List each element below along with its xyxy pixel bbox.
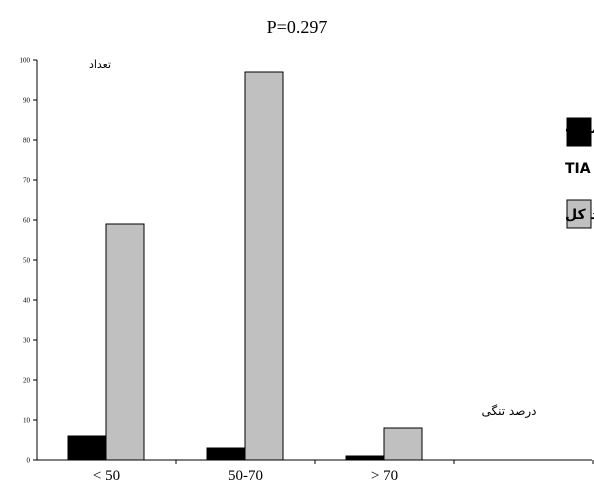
bar-series-0-0 xyxy=(67,435,107,461)
x-ticks: < 50 50-70 > 70 xyxy=(93,460,594,484)
x-tick-label: 50-70 xyxy=(228,468,263,484)
bar-series-0-1 xyxy=(206,447,246,461)
bar-series-1-0 xyxy=(105,223,145,461)
y-tick-label: 60 xyxy=(23,217,31,225)
y-tick-label: 100 xyxy=(20,57,31,65)
bar-series-1-2 xyxy=(383,427,423,461)
y-tick-label: 70 xyxy=(23,177,31,185)
legend-label-positive-line1: بیماران با سابقه مثبت xyxy=(565,121,594,137)
y-tick-label: 10 xyxy=(23,417,31,425)
y-tick-label: 80 xyxy=(23,137,31,145)
bar-series-0-2 xyxy=(345,455,385,461)
legend-label-positive-line2: CVA یا TIA xyxy=(565,161,594,177)
x-tick-label: < 50 xyxy=(93,468,120,484)
y-ticks: 0 10 20 30 40 50 60 70 80 90 100 xyxy=(20,57,37,465)
legend-swatch-total xyxy=(566,199,592,229)
y-tick-label: 0 xyxy=(27,457,31,465)
y-tick-label: 30 xyxy=(23,337,31,345)
y-axis-label: تعداد xyxy=(89,58,111,71)
y-tick-label: 20 xyxy=(23,377,31,385)
bar-series-1-1 xyxy=(244,71,284,461)
y-tick-label: 50 xyxy=(23,257,31,265)
bars xyxy=(67,71,423,461)
legend-label-total: تعداد کل xyxy=(565,207,594,223)
x-axis-label: درصد تنگی xyxy=(481,404,536,419)
legend: بیماران با سابقه مثبت CVA یا TIA تعداد ک… xyxy=(565,117,594,229)
legend-swatch-positive xyxy=(566,117,592,147)
y-tick-label: 40 xyxy=(23,297,31,305)
y-tick-label: 90 xyxy=(23,97,31,105)
x-tick-label: > 70 xyxy=(371,468,398,484)
chart-title: P=0.297 xyxy=(267,17,328,37)
